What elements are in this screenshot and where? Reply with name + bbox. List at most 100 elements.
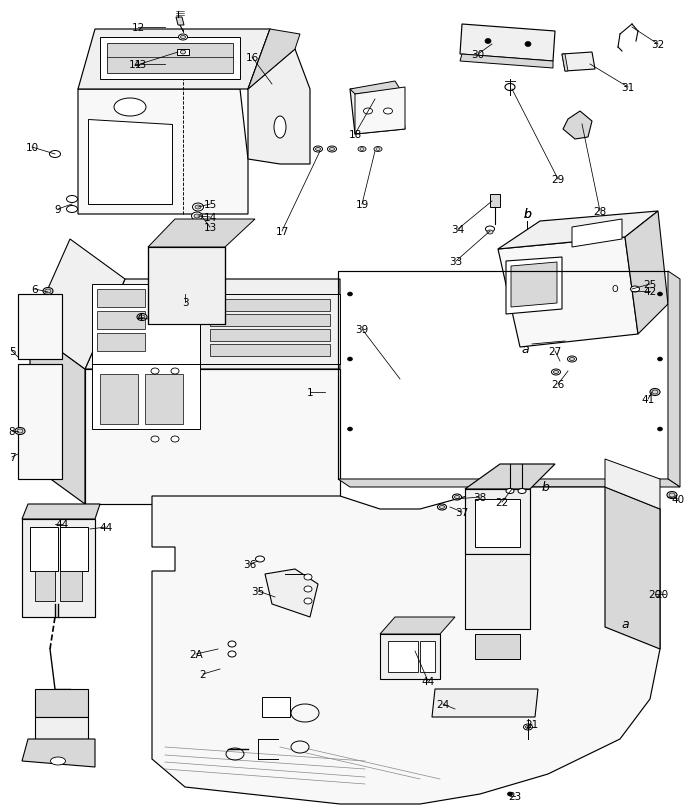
Polygon shape <box>92 285 200 365</box>
Polygon shape <box>35 689 88 717</box>
Ellipse shape <box>524 724 533 730</box>
Ellipse shape <box>291 741 309 753</box>
Ellipse shape <box>274 117 286 139</box>
Polygon shape <box>35 571 55 601</box>
Ellipse shape <box>508 792 512 796</box>
Polygon shape <box>572 220 622 247</box>
Ellipse shape <box>17 430 23 433</box>
Text: 39: 39 <box>356 324 369 335</box>
Text: b: b <box>523 208 531 221</box>
Polygon shape <box>262 697 290 717</box>
Ellipse shape <box>570 358 575 361</box>
Polygon shape <box>420 642 435 672</box>
Text: 29: 29 <box>552 175 565 185</box>
Polygon shape <box>605 487 660 649</box>
Polygon shape <box>380 634 440 679</box>
Text: 40: 40 <box>671 495 685 504</box>
Text: 32: 32 <box>652 40 664 50</box>
Ellipse shape <box>178 35 188 41</box>
Ellipse shape <box>181 36 186 40</box>
Polygon shape <box>30 527 58 571</box>
Ellipse shape <box>438 504 447 510</box>
Polygon shape <box>18 365 62 479</box>
Polygon shape <box>432 689 538 717</box>
Ellipse shape <box>440 506 444 508</box>
Text: 7: 7 <box>8 453 15 462</box>
Polygon shape <box>100 375 138 424</box>
Ellipse shape <box>347 358 353 362</box>
Polygon shape <box>97 290 145 307</box>
Text: 34: 34 <box>452 225 465 234</box>
Text: 2: 2 <box>199 669 206 679</box>
Text: 20: 20 <box>648 590 662 599</box>
Text: 4: 4 <box>136 312 144 323</box>
Text: 6: 6 <box>32 285 38 294</box>
Polygon shape <box>350 90 405 135</box>
Polygon shape <box>562 53 595 72</box>
Ellipse shape <box>192 212 202 221</box>
Polygon shape <box>60 527 88 571</box>
Polygon shape <box>210 315 330 327</box>
Polygon shape <box>22 504 100 519</box>
Ellipse shape <box>486 227 494 233</box>
Text: 21: 21 <box>526 719 538 729</box>
Ellipse shape <box>316 148 321 152</box>
Text: 8: 8 <box>8 427 15 436</box>
Polygon shape <box>210 329 330 341</box>
Ellipse shape <box>304 586 312 592</box>
Polygon shape <box>506 258 562 315</box>
Ellipse shape <box>45 290 51 294</box>
Polygon shape <box>35 717 88 739</box>
Text: 10: 10 <box>25 143 38 152</box>
Text: 30: 30 <box>471 50 484 60</box>
Ellipse shape <box>487 230 493 234</box>
Text: 44: 44 <box>421 676 435 686</box>
Ellipse shape <box>256 556 265 562</box>
Text: 42: 42 <box>643 286 657 297</box>
Polygon shape <box>490 195 500 208</box>
Text: 41: 41 <box>641 394 654 405</box>
Polygon shape <box>498 238 638 348</box>
Ellipse shape <box>304 599 312 604</box>
Polygon shape <box>210 299 330 311</box>
Polygon shape <box>176 18 184 26</box>
Polygon shape <box>210 345 330 357</box>
Ellipse shape <box>376 148 380 152</box>
Polygon shape <box>511 263 557 307</box>
Text: 26: 26 <box>552 380 565 389</box>
Text: 3: 3 <box>182 298 188 307</box>
Polygon shape <box>152 487 660 804</box>
Ellipse shape <box>137 314 147 321</box>
Ellipse shape <box>505 84 515 92</box>
Polygon shape <box>78 90 248 215</box>
Ellipse shape <box>657 358 662 362</box>
Polygon shape <box>78 30 270 90</box>
Text: a: a <box>621 618 629 631</box>
Ellipse shape <box>374 148 382 152</box>
Text: 23: 23 <box>508 791 522 801</box>
Ellipse shape <box>506 489 514 494</box>
Polygon shape <box>30 240 125 370</box>
Polygon shape <box>148 220 255 247</box>
Text: 9: 9 <box>55 204 62 215</box>
Ellipse shape <box>291 704 319 722</box>
Polygon shape <box>460 55 553 69</box>
Text: 31: 31 <box>622 83 635 93</box>
Ellipse shape <box>228 651 236 657</box>
Text: 14: 14 <box>204 212 216 223</box>
Polygon shape <box>380 617 455 634</box>
Text: 18: 18 <box>349 130 362 139</box>
Ellipse shape <box>193 204 204 212</box>
Polygon shape <box>475 634 520 659</box>
Ellipse shape <box>181 51 186 55</box>
Polygon shape <box>625 212 668 335</box>
Text: 16: 16 <box>246 53 258 63</box>
Ellipse shape <box>171 368 179 375</box>
Ellipse shape <box>347 427 353 431</box>
Ellipse shape <box>314 147 323 152</box>
Text: 36: 36 <box>244 560 257 569</box>
Ellipse shape <box>667 492 677 499</box>
Polygon shape <box>200 294 340 365</box>
Polygon shape <box>475 500 520 547</box>
Text: 2A: 2A <box>189 649 203 659</box>
